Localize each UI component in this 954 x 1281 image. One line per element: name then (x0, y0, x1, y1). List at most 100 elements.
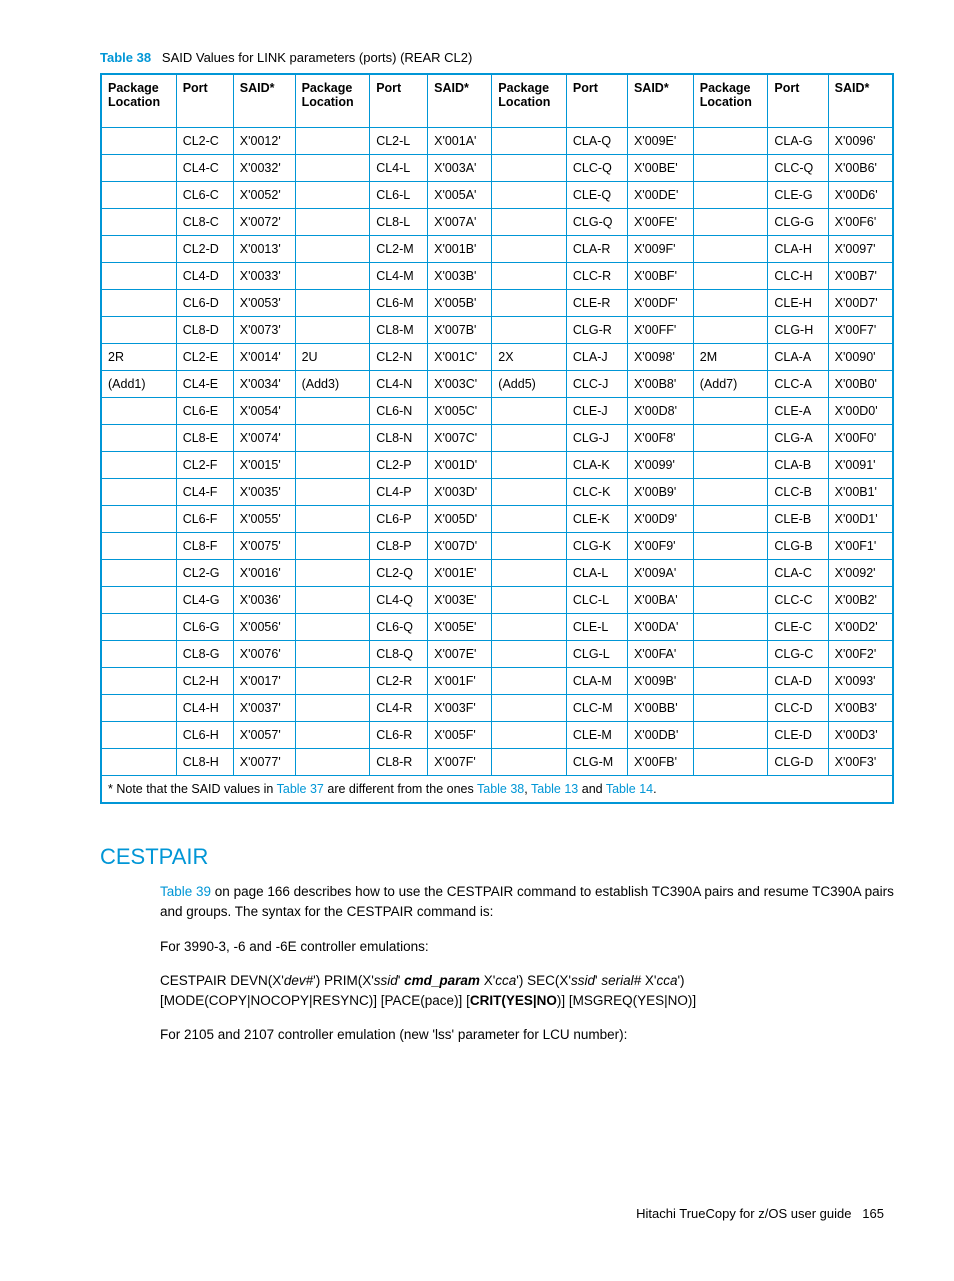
table-cell: CLG-L (566, 641, 627, 668)
table-cell (693, 209, 768, 236)
section-heading-cestpair: CESTPAIR (100, 844, 894, 870)
table-cell (295, 155, 370, 182)
table-cell: X'005C' (428, 398, 492, 425)
column-header: PackageLocation (492, 74, 567, 128)
table-cell: CL2-R (370, 668, 428, 695)
table-cell: X'009B' (627, 668, 693, 695)
table-cell (101, 587, 176, 614)
table-cell (295, 290, 370, 317)
link-table-38[interactable]: Table 38 (477, 782, 524, 796)
paragraph-2105: For 2105 and 2107 controller emulation (… (160, 1025, 894, 1045)
table-row: CL4-DX'0033'CL4-MX'003B'CLC-RX'00BF'CLC-… (101, 263, 893, 290)
table-cell (492, 155, 567, 182)
table-cell: CLG-R (566, 317, 627, 344)
table-cell: X'0092' (828, 560, 893, 587)
table-cell: CLG-Q (566, 209, 627, 236)
table-cell (492, 425, 567, 452)
table-cell (492, 317, 567, 344)
table-cell (295, 128, 370, 155)
table-cell (295, 263, 370, 290)
table-cell (295, 425, 370, 452)
table-cell (101, 641, 176, 668)
table-cell (492, 398, 567, 425)
column-header: Port (370, 74, 428, 128)
page-footer: Hitachi TrueCopy for z/OS user guide 165 (100, 1206, 894, 1221)
table-cell (693, 722, 768, 749)
table-cell: X'0072' (233, 209, 295, 236)
table-cell: X'001C' (428, 344, 492, 371)
table-cell: CL4-Q (370, 587, 428, 614)
table-cell: CL2-E (176, 344, 233, 371)
table-row: CL8-DX'0073'CL8-MX'007B'CLG-RX'00FF'CLG-… (101, 317, 893, 344)
table-cell (492, 290, 567, 317)
column-header: Port (176, 74, 233, 128)
table-cell: CLE-H (768, 290, 828, 317)
table-row: CL2-FX'0015'CL2-PX'001D'CLA-KX'0099'CLA-… (101, 452, 893, 479)
table-cell: X'0016' (233, 560, 295, 587)
table-cell: (Add7) (693, 371, 768, 398)
table-row: CL6-CX'0052'CL6-LX'005A'CLE-QX'00DE'CLE-… (101, 182, 893, 209)
link-table-13[interactable]: Table 13 (531, 782, 578, 796)
table-row: CL2-GX'0016'CL2-QX'001E'CLA-LX'009A'CLA-… (101, 560, 893, 587)
table-cell (693, 263, 768, 290)
table-cell: X'00B1' (828, 479, 893, 506)
table-row: CL2-CX'0012'CL2-LX'001A'CLA-QX'009E'CLA-… (101, 128, 893, 155)
table-cell: X'0032' (233, 155, 295, 182)
table-cell: X'0099' (627, 452, 693, 479)
table-cell (101, 668, 176, 695)
table-cell: X'00DF' (627, 290, 693, 317)
table-cell: X'0035' (233, 479, 295, 506)
table-row: CL4-GX'0036'CL4-QX'003E'CLC-LX'00BA'CLC-… (101, 587, 893, 614)
table-cell (693, 479, 768, 506)
table-cell: X'007E' (428, 641, 492, 668)
table-cell: X'00DE' (627, 182, 693, 209)
table-cell: X'00B7' (828, 263, 893, 290)
link-table-14[interactable]: Table 14 (606, 782, 653, 796)
table-cell: CLE-D (768, 722, 828, 749)
page-number: 165 (862, 1206, 884, 1221)
table-row: 2RCL2-EX'0014'2UCL2-NX'001C'2XCLA-JX'009… (101, 344, 893, 371)
table-cell: CLG-C (768, 641, 828, 668)
table-cell (492, 587, 567, 614)
table-cell: X'007D' (428, 533, 492, 560)
table-cell: X'00B8' (627, 371, 693, 398)
table-cell (101, 398, 176, 425)
table-cell: X'0053' (233, 290, 295, 317)
table-cell (492, 263, 567, 290)
table-cell (295, 641, 370, 668)
table-cell: CLA-H (768, 236, 828, 263)
table-cell (295, 182, 370, 209)
table-cell: CL6-N (370, 398, 428, 425)
table-cell: CLE-A (768, 398, 828, 425)
table-cell: CLG-G (768, 209, 828, 236)
table-row: CL8-EX'0074'CL8-NX'007C'CLG-JX'00F8'CLG-… (101, 425, 893, 452)
table-cell: CL6-R (370, 722, 428, 749)
table-cell (295, 533, 370, 560)
table-cell: X'00D9' (627, 506, 693, 533)
table-cell (693, 749, 768, 776)
table-cell: CLA-G (768, 128, 828, 155)
table-cell: CL8-M (370, 317, 428, 344)
link-table-37[interactable]: Table 37 (277, 782, 324, 796)
link-table-39[interactable]: Table 39 (160, 884, 211, 899)
table-cell: CLC-H (768, 263, 828, 290)
table-cell: X'00D6' (828, 182, 893, 209)
table-number: Table 38 (100, 50, 151, 65)
table-cell: CLC-R (566, 263, 627, 290)
table-cell: X'0055' (233, 506, 295, 533)
table-cell: CLC-B (768, 479, 828, 506)
table-cell: CL4-F (176, 479, 233, 506)
table-cell: X'0017' (233, 668, 295, 695)
table-cell: CLE-L (566, 614, 627, 641)
table-cell: CL8-L (370, 209, 428, 236)
table-cell: CL4-D (176, 263, 233, 290)
table-cell: CL4-N (370, 371, 428, 398)
table-cell: X'00B2' (828, 587, 893, 614)
table-cell (295, 398, 370, 425)
table-cell: X'00F6' (828, 209, 893, 236)
table-cell: CLA-C (768, 560, 828, 587)
table-cell: CLA-J (566, 344, 627, 371)
table-cell (295, 452, 370, 479)
table-cell (492, 479, 567, 506)
table-cell: X'0076' (233, 641, 295, 668)
